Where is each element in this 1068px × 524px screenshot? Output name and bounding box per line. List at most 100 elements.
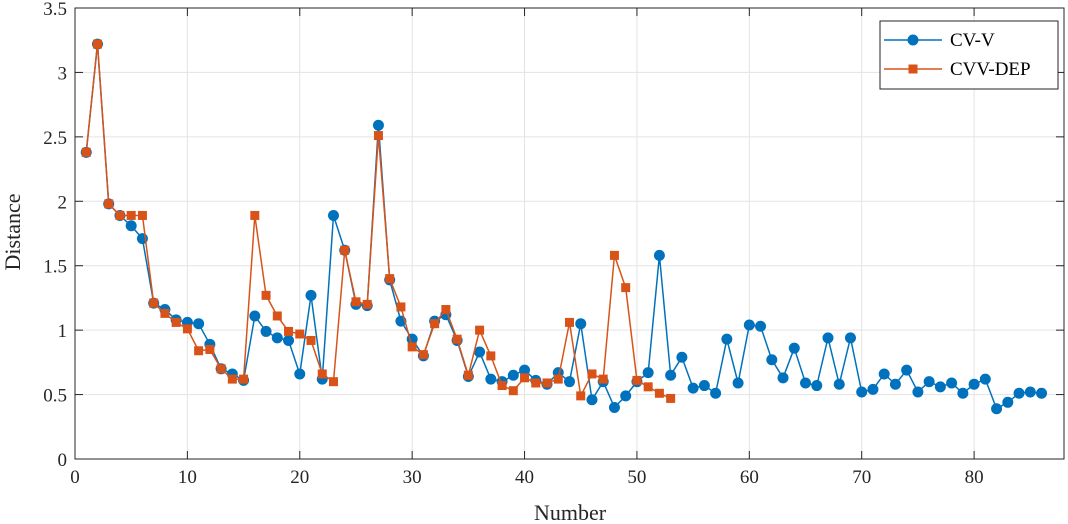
data-point-cv-v bbox=[889, 378, 901, 390]
data-point-cvv-dep bbox=[531, 378, 541, 388]
data-point-cvv-dep bbox=[239, 374, 249, 384]
data-point-cv-v bbox=[788, 342, 800, 354]
data-point-cv-v bbox=[800, 377, 812, 389]
data-point-cvv-dep bbox=[576, 391, 586, 401]
data-point-cvv-dep bbox=[666, 393, 676, 403]
legend-item-cvv-dep: CVV-DEP bbox=[884, 59, 1031, 80]
data-point-cv-v bbox=[665, 369, 677, 381]
data-point-cv-v bbox=[507, 369, 519, 381]
data-point-cvv-dep bbox=[351, 297, 361, 307]
data-point-cvv-dep bbox=[317, 369, 327, 379]
data-point-cvv-dep bbox=[205, 344, 215, 354]
data-point-cvv-dep bbox=[250, 210, 260, 220]
data-point-cvv-dep bbox=[418, 350, 428, 360]
x-tick-label: 70 bbox=[852, 467, 871, 488]
x-tick-label: 60 bbox=[740, 467, 759, 488]
data-point-cv-v bbox=[283, 334, 295, 346]
data-point-cv-v bbox=[327, 209, 339, 221]
data-point-cvv-dep bbox=[632, 375, 642, 385]
data-point-cvv-dep bbox=[587, 369, 597, 379]
data-point-cvv-dep bbox=[194, 346, 204, 356]
data-point-cvv-dep bbox=[452, 334, 462, 344]
data-point-cvv-dep bbox=[385, 274, 395, 284]
data-point-cvv-dep bbox=[160, 308, 170, 318]
data-point-cvv-dep bbox=[81, 147, 91, 157]
data-point-cv-v bbox=[901, 364, 913, 376]
data-point-cvv-dep bbox=[306, 335, 316, 345]
legend: CV-V CVV-DEP bbox=[879, 20, 1059, 90]
data-point-cvv-dep bbox=[542, 378, 552, 388]
data-point-cvv-dep bbox=[553, 374, 563, 384]
data-point-cvv-dep bbox=[621, 283, 631, 293]
data-point-cv-v bbox=[923, 376, 935, 388]
x-tick-label: 20 bbox=[290, 467, 309, 488]
data-point-cvv-dep bbox=[295, 329, 305, 339]
data-point-cvv-dep bbox=[92, 39, 102, 49]
data-point-cv-v bbox=[485, 373, 497, 385]
x-axis-ticks: 0 10 20 30 40 50 60 70 80 bbox=[70, 8, 984, 488]
data-point-cvv-dep bbox=[328, 377, 338, 387]
y-axis-title: Distance bbox=[0, 194, 25, 271]
data-point-cv-v bbox=[271, 332, 283, 344]
data-point-cv-v bbox=[519, 364, 531, 376]
data-point-cv-v bbox=[844, 332, 856, 344]
series-line-cvv-dep bbox=[85, 43, 671, 400]
data-point-cvv-dep bbox=[654, 388, 664, 398]
data-point-cv-v bbox=[125, 220, 137, 232]
data-point-cvv-dep bbox=[508, 386, 518, 396]
data-point-cv-v bbox=[968, 378, 980, 390]
data-point-cv-v bbox=[294, 368, 306, 380]
y-tick-label: 0 bbox=[58, 450, 68, 471]
y-tick-label: 2 bbox=[58, 192, 68, 213]
y-tick-label: 3 bbox=[58, 63, 68, 84]
x-tick-label: 10 bbox=[178, 467, 197, 488]
data-point-cv-v bbox=[564, 376, 575, 388]
data-point-cv-v bbox=[193, 318, 205, 330]
data-point-cv-v bbox=[1036, 387, 1048, 399]
data-point-cv-v bbox=[710, 387, 722, 399]
data-point-cv-v bbox=[676, 351, 688, 363]
data-point-cv-v bbox=[260, 325, 272, 337]
data-point-cv-v bbox=[878, 368, 890, 380]
data-point-cv-v bbox=[856, 386, 868, 398]
x-tick-label: 50 bbox=[627, 467, 646, 488]
data-point-cvv-dep bbox=[171, 317, 181, 327]
legend-marker-cvv-dep bbox=[908, 64, 918, 74]
y-tick-label: 2.5 bbox=[43, 128, 67, 149]
y-tick-label: 1.5 bbox=[43, 257, 67, 278]
x-axis-title: Number bbox=[534, 500, 607, 524]
data-point-cvv-dep bbox=[643, 382, 653, 392]
data-point-cvv-dep bbox=[486, 351, 496, 361]
data-point-cvv-dep bbox=[137, 210, 147, 220]
data-point-cv-v bbox=[305, 289, 317, 301]
x-tick-label: 30 bbox=[403, 467, 422, 488]
data-point-cv-v bbox=[743, 319, 755, 331]
legend-marker-cv-v bbox=[907, 34, 919, 46]
x-tick-label: 80 bbox=[965, 467, 984, 488]
data-point-cvv-dep bbox=[362, 299, 372, 309]
data-point-cv-v bbox=[833, 378, 845, 390]
data-point-cv-v bbox=[946, 377, 958, 389]
data-point-cv-v bbox=[1024, 386, 1036, 398]
data-point-cv-v bbox=[608, 401, 620, 413]
data-point-cv-v bbox=[755, 320, 767, 332]
data-point-cvv-dep bbox=[430, 319, 440, 329]
data-point-cvv-dep bbox=[565, 317, 574, 327]
series-cv-v bbox=[80, 38, 1048, 415]
data-point-cv-v bbox=[811, 380, 823, 392]
data-point-cv-v bbox=[1002, 396, 1014, 408]
data-point-cvv-dep bbox=[497, 381, 507, 391]
data-point-cv-v bbox=[474, 346, 486, 358]
data-point-cvv-dep bbox=[407, 342, 417, 352]
data-point-cv-v bbox=[991, 403, 1003, 415]
data-point-cvv-dep bbox=[182, 324, 192, 334]
data-point-cvv-dep bbox=[261, 290, 271, 300]
data-point-cvv-dep bbox=[115, 210, 125, 220]
data-point-cv-v bbox=[979, 373, 991, 385]
y-tick-label: 1 bbox=[58, 321, 68, 342]
data-point-cvv-dep bbox=[216, 364, 226, 374]
data-point-cv-v bbox=[620, 390, 632, 402]
data-point-cv-v bbox=[721, 333, 733, 345]
data-point-cv-v bbox=[575, 318, 587, 330]
x-tick-label: 40 bbox=[515, 467, 534, 488]
